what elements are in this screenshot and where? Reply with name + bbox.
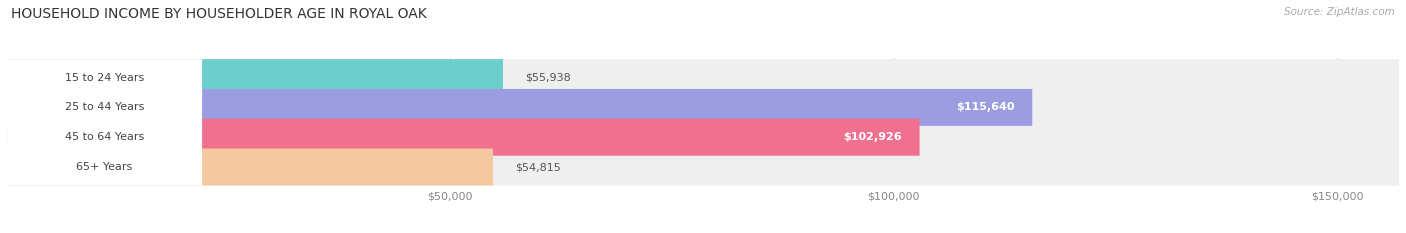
FancyBboxPatch shape <box>7 149 202 185</box>
Text: Source: ZipAtlas.com: Source: ZipAtlas.com <box>1284 7 1395 17</box>
Text: 15 to 24 Years: 15 to 24 Years <box>65 73 145 83</box>
FancyBboxPatch shape <box>7 149 494 185</box>
Text: HOUSEHOLD INCOME BY HOUSEHOLDER AGE IN ROYAL OAK: HOUSEHOLD INCOME BY HOUSEHOLDER AGE IN R… <box>11 7 427 21</box>
Text: 45 to 64 Years: 45 to 64 Years <box>65 132 145 142</box>
FancyBboxPatch shape <box>7 119 1399 156</box>
FancyBboxPatch shape <box>7 89 1399 126</box>
FancyBboxPatch shape <box>7 59 1399 96</box>
FancyBboxPatch shape <box>7 89 1032 126</box>
Text: 25 to 44 Years: 25 to 44 Years <box>65 103 145 113</box>
Text: 65+ Years: 65+ Years <box>76 162 132 172</box>
FancyBboxPatch shape <box>7 149 1399 185</box>
Text: $54,815: $54,815 <box>515 162 561 172</box>
FancyBboxPatch shape <box>7 119 920 156</box>
FancyBboxPatch shape <box>7 89 202 126</box>
FancyBboxPatch shape <box>7 59 503 96</box>
FancyBboxPatch shape <box>7 119 202 156</box>
Text: $102,926: $102,926 <box>844 132 901 142</box>
Text: $115,640: $115,640 <box>956 103 1015 113</box>
FancyBboxPatch shape <box>7 59 202 96</box>
Text: $55,938: $55,938 <box>524 73 571 83</box>
